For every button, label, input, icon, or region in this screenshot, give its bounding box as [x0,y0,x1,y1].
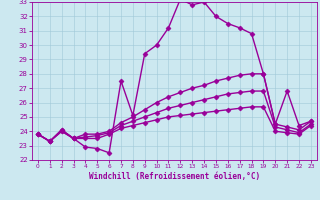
X-axis label: Windchill (Refroidissement éolien,°C): Windchill (Refroidissement éolien,°C) [89,172,260,181]
